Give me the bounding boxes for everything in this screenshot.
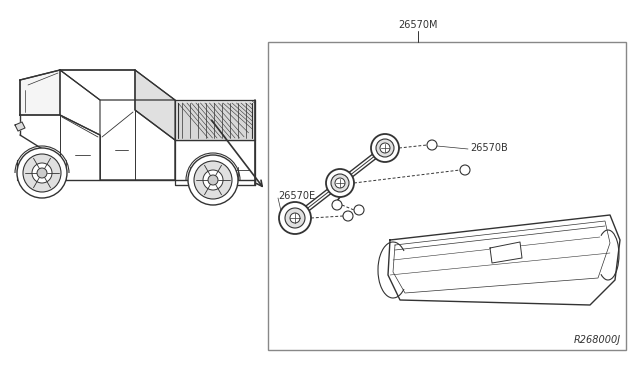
Polygon shape bbox=[175, 140, 255, 185]
Polygon shape bbox=[15, 122, 25, 131]
Text: 26570B: 26570B bbox=[470, 143, 508, 153]
Circle shape bbox=[23, 154, 61, 192]
Circle shape bbox=[354, 205, 364, 215]
Polygon shape bbox=[60, 70, 175, 100]
Circle shape bbox=[17, 148, 67, 198]
Text: 26570M: 26570M bbox=[398, 20, 438, 30]
Polygon shape bbox=[135, 70, 175, 140]
Circle shape bbox=[335, 178, 345, 188]
Bar bbox=[268, 42, 626, 350]
Circle shape bbox=[343, 211, 353, 221]
Polygon shape bbox=[388, 215, 620, 305]
Circle shape bbox=[427, 140, 437, 150]
Circle shape bbox=[290, 213, 300, 223]
Polygon shape bbox=[20, 70, 175, 180]
Circle shape bbox=[331, 174, 349, 192]
Circle shape bbox=[208, 175, 218, 185]
Circle shape bbox=[371, 134, 399, 162]
Circle shape bbox=[326, 169, 354, 197]
Circle shape bbox=[285, 208, 305, 228]
Polygon shape bbox=[60, 70, 100, 135]
Circle shape bbox=[376, 139, 394, 157]
Circle shape bbox=[332, 200, 342, 210]
Polygon shape bbox=[20, 70, 60, 115]
Text: 26570E: 26570E bbox=[278, 191, 315, 201]
Circle shape bbox=[460, 165, 470, 175]
Circle shape bbox=[194, 161, 232, 199]
Circle shape bbox=[32, 163, 52, 183]
Polygon shape bbox=[490, 242, 522, 263]
Polygon shape bbox=[178, 103, 252, 138]
Circle shape bbox=[279, 202, 311, 234]
Polygon shape bbox=[175, 100, 255, 140]
Circle shape bbox=[203, 170, 223, 190]
Circle shape bbox=[380, 143, 390, 153]
Text: R268000J: R268000J bbox=[574, 335, 621, 345]
Circle shape bbox=[37, 168, 47, 178]
Circle shape bbox=[188, 155, 238, 205]
